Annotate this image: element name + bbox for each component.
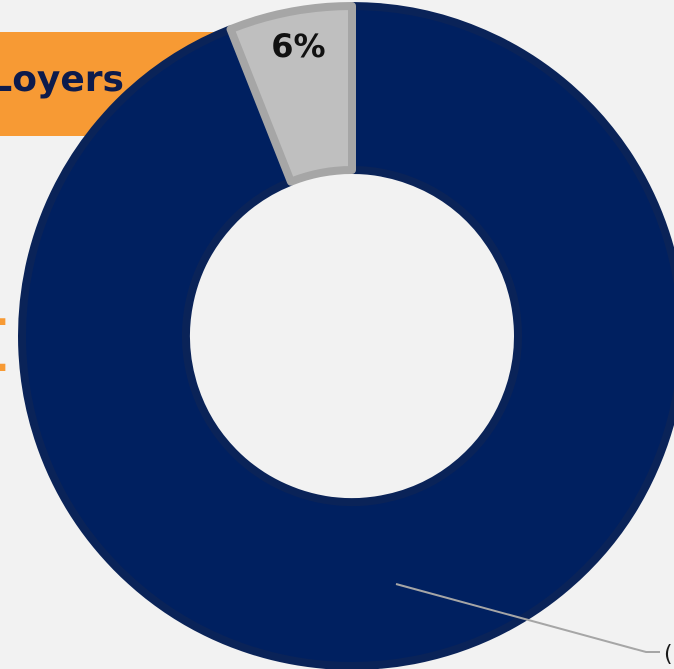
donut-slice-1 — [18, 2, 674, 669]
donut-slice-2 — [226, 2, 356, 186]
banner-title: Loyers — [0, 59, 124, 100]
callout-leader-line — [395, 583, 660, 653]
slice-data-label: 6% — [271, 27, 325, 65]
side-title-fragment: t — [0, 290, 8, 386]
callout-label: ( — [664, 642, 673, 667]
